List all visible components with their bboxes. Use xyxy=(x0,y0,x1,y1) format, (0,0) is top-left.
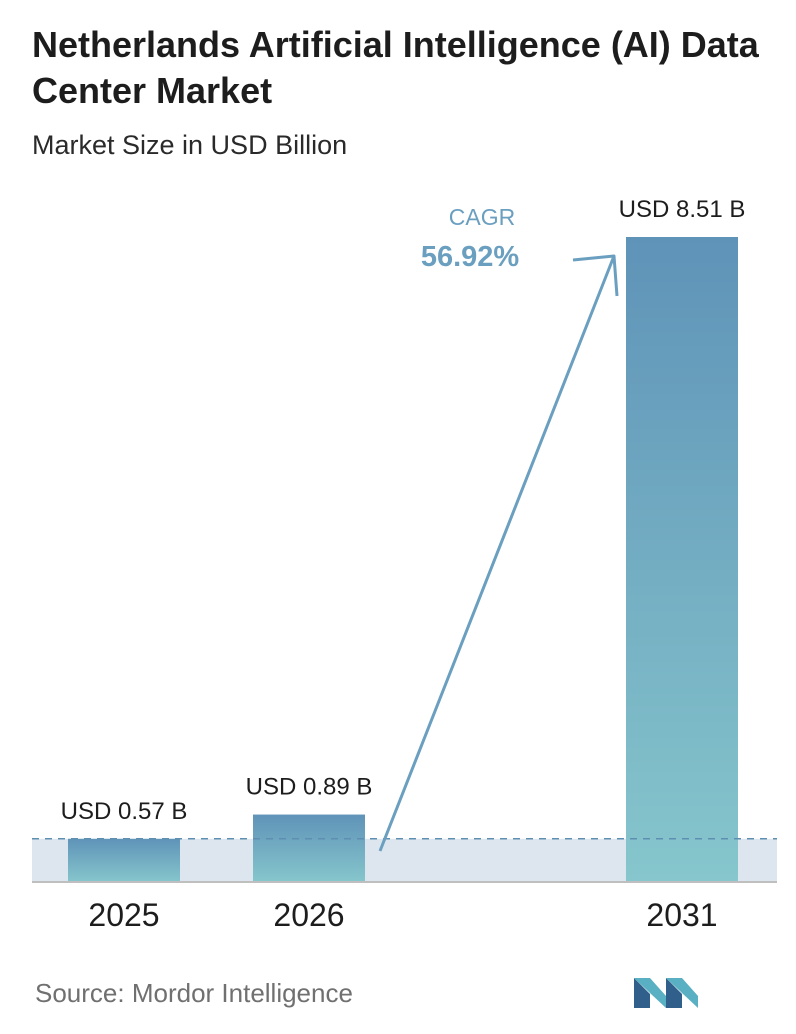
cagr-label: CAGR xyxy=(449,204,515,230)
cagr-arrow-head xyxy=(572,254,619,297)
x-tick-label-2026: 2026 xyxy=(273,897,344,933)
bar-2025 xyxy=(68,838,180,882)
mordor-intelligence-logo-icon xyxy=(634,978,698,1008)
cagr-arrow-line xyxy=(378,255,616,852)
cagr-value: 56.92% xyxy=(421,241,520,273)
chart-title: Netherlands Artificial Intelligence (AI)… xyxy=(32,24,759,111)
cagr-annotation: CAGR 56.92% xyxy=(378,204,619,852)
x-tick-label-2031: 2031 xyxy=(646,897,717,933)
chart-subtitle: Market Size in USD Billion xyxy=(32,130,348,160)
value-label-2031: USD 8.51 B xyxy=(619,196,746,223)
bar-2031 xyxy=(626,237,738,882)
bar-2026 xyxy=(253,814,365,882)
value-label-2025: USD 0.57 B xyxy=(61,798,188,825)
value-label-2026: USD 0.89 B xyxy=(246,774,373,801)
source-note: Source: Mordor Intelligence xyxy=(35,978,353,1008)
x-tick-label-2025: 2025 xyxy=(88,897,159,933)
